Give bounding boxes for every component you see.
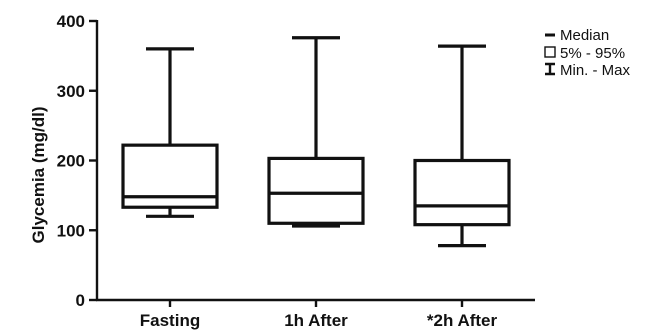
legend-entry-label: Median [560,27,609,44]
y-tick-label: 0 [76,291,85,310]
legend-minmax-symbol [545,62,555,76]
y-tick-label: 400 [57,12,85,31]
iqr-box [267,156,365,225]
x-tick-label: Fasting [140,311,200,330]
boxes [121,36,511,248]
box-2 [267,36,365,228]
box-3 [413,44,511,248]
x-tick-label: *2h After [427,311,498,330]
legend-entry-label: 5% - 95% [560,45,625,62]
box-1 [121,47,219,218]
y-axis-title: Glycemia (mg/dl) [29,107,48,244]
legend-range-symbol [544,46,556,58]
y-tick-label: 200 [57,152,85,171]
x-axis: Fasting 1h After *2h After [96,298,535,330]
y-tick-label: 300 [57,82,85,101]
iqr-box [413,158,511,227]
y-axis: 0 100 200 300 400 [57,12,99,310]
y-tick-label: 100 [57,221,85,240]
x-tick-label: 1h After [284,311,348,330]
legend-entry-label: Min. - Max [560,62,631,79]
